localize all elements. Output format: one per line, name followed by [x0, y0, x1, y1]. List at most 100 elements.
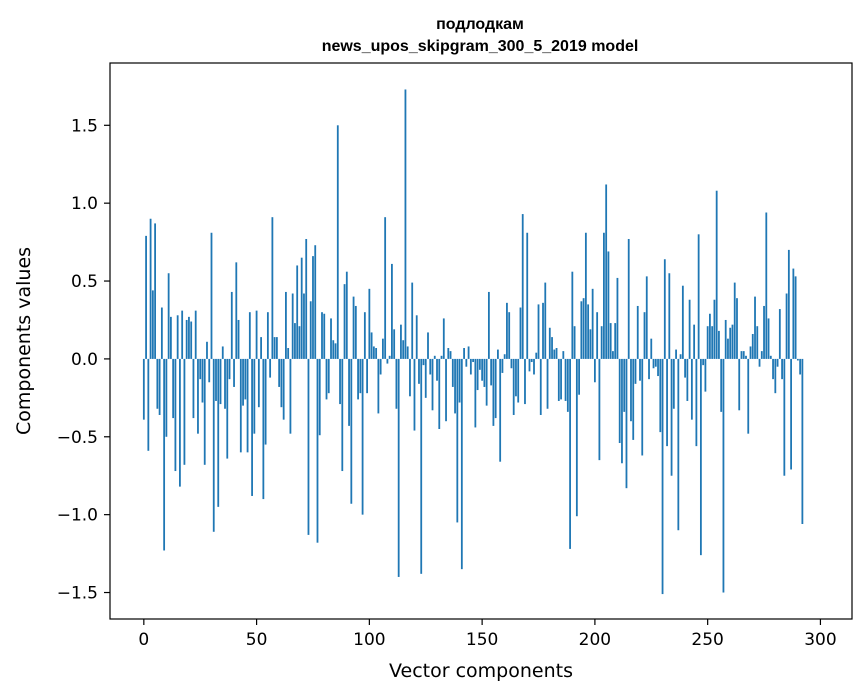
bar [494, 358, 497, 419]
bar [262, 358, 265, 500]
bar [634, 358, 637, 384]
bar [661, 358, 664, 595]
bar [420, 358, 423, 574]
bar [242, 358, 244, 406]
bar [465, 358, 468, 367]
bar [618, 358, 621, 444]
bar [706, 326, 709, 359]
bar [785, 293, 788, 359]
bar [226, 358, 229, 459]
bar [411, 282, 414, 359]
bar [345, 271, 348, 359]
x-tick-label: 50 [246, 630, 268, 650]
bar [361, 358, 364, 515]
bar [350, 358, 353, 504]
bar [436, 358, 438, 381]
bar [551, 337, 553, 359]
bar [591, 288, 594, 359]
bar [573, 326, 576, 359]
bar [699, 358, 702, 556]
bar [215, 358, 217, 401]
y-tick-label: 0.5 [71, 272, 98, 292]
bar [266, 312, 269, 359]
bar [212, 358, 215, 532]
bar [492, 358, 495, 426]
bar [515, 358, 517, 397]
bar [296, 265, 299, 359]
bar [305, 238, 308, 359]
bar [194, 310, 197, 359]
bar [641, 358, 644, 456]
bar [370, 332, 373, 359]
bar [343, 284, 346, 359]
bar [510, 358, 513, 369]
bar [740, 351, 743, 359]
bar [715, 190, 718, 359]
bar [668, 273, 671, 359]
bar [413, 358, 416, 431]
bar [684, 358, 686, 378]
bar [199, 358, 202, 380]
bar [363, 312, 366, 359]
bar [645, 276, 648, 359]
bar [291, 293, 294, 359]
bar [533, 358, 535, 375]
bar [409, 358, 411, 397]
y-axis-label: Components values [13, 247, 35, 435]
bar [544, 282, 547, 359]
x-tick-label: 300 [804, 630, 836, 650]
bar [154, 223, 156, 359]
bar [472, 358, 474, 363]
bar [736, 298, 738, 359]
bar [630, 358, 632, 422]
bar [774, 358, 777, 394]
bar [235, 262, 238, 359]
bar [273, 337, 276, 359]
bar [203, 358, 206, 465]
bar [366, 358, 368, 394]
bar [686, 358, 689, 401]
bar [239, 358, 242, 453]
bar [625, 358, 628, 489]
bar [278, 358, 281, 387]
bar [149, 218, 152, 359]
bar [663, 259, 666, 359]
bar [440, 355, 443, 359]
bar [251, 358, 253, 496]
bar [395, 358, 398, 409]
bar [742, 351, 745, 359]
bar [528, 358, 531, 372]
bar [636, 305, 639, 359]
bar [623, 358, 626, 412]
bar [654, 358, 657, 367]
bar [729, 327, 732, 359]
bar [233, 358, 235, 387]
bar [501, 358, 504, 373]
bar [321, 312, 323, 359]
bar [332, 340, 335, 359]
y-tick-label: 1.5 [71, 116, 98, 136]
bar [666, 358, 668, 447]
bar [709, 313, 711, 359]
bar [469, 358, 472, 375]
bar [605, 184, 608, 359]
bar [327, 358, 330, 394]
bar [309, 301, 312, 359]
bar [208, 358, 211, 383]
bar [614, 323, 617, 359]
bar [219, 358, 222, 405]
bar [192, 358, 195, 419]
bar [731, 324, 734, 359]
bar [275, 337, 278, 359]
bars-group [142, 89, 804, 595]
bar [145, 235, 147, 359]
bar [282, 358, 285, 420]
bar [781, 358, 783, 380]
bar [603, 232, 605, 359]
bar [456, 358, 459, 523]
bar [402, 340, 405, 359]
bar [397, 358, 400, 577]
bar [609, 323, 612, 359]
bar [652, 358, 655, 369]
